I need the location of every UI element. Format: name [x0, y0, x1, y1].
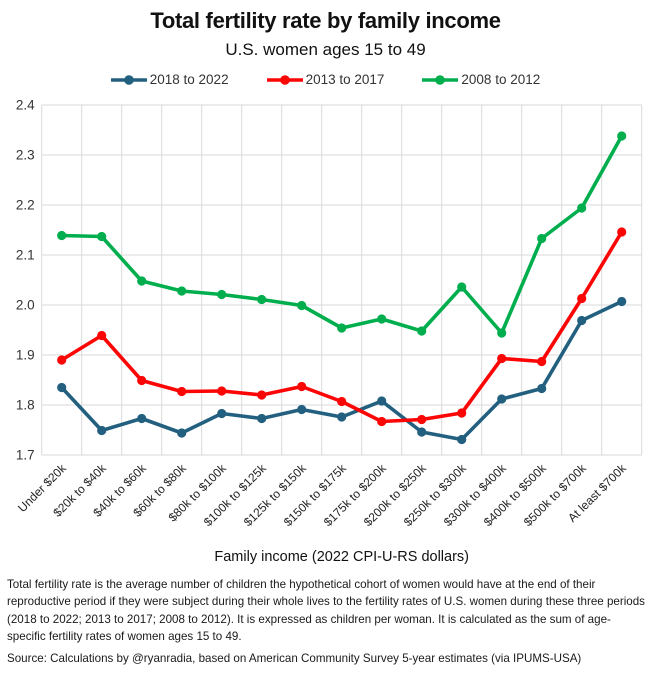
- legend-label: 2018 to 2022: [149, 72, 229, 87]
- data-point-2018-to-2022: [177, 428, 187, 438]
- data-point-2018-to-2022: [257, 413, 267, 424]
- data-point-2013-to-2017: [337, 396, 347, 407]
- legend-item-2008-to-2012: 2008 to 2012: [422, 72, 540, 87]
- data-point-2013-to-2017: [457, 408, 467, 418]
- data-point-2013-to-2017: [97, 330, 107, 341]
- data-point-2013-to-2017: [377, 416, 387, 427]
- legend-marker-icon: [110, 74, 147, 85]
- data-point-2018-to-2022: [337, 412, 347, 422]
- data-point-2013-to-2017: [257, 390, 267, 400]
- data-point-2008-to-2012: [217, 289, 227, 300]
- data-point-2013-to-2017: [177, 386, 187, 397]
- gridlines: [41, 104, 643, 456]
- data-point-2018-to-2022: [137, 413, 147, 424]
- y-axis-tick-labels: 2.4 2.3 2.2 2.1 2.0 1.9 1.8 1.7: [16, 98, 35, 463]
- data-point-2008-to-2012: [297, 300, 307, 311]
- legend-label: 2008 to 2012: [461, 72, 541, 87]
- data-point-2013-to-2017: [537, 356, 547, 367]
- data-point-2008-to-2012: [97, 231, 107, 242]
- legend-marker-icon: [422, 74, 459, 85]
- data-point-2008-to-2012: [137, 276, 147, 286]
- y-tick-label: 2.2: [16, 198, 35, 213]
- data-point-2018-to-2022: [57, 382, 67, 393]
- chart-title: Total fertility rate by family income: [150, 8, 501, 33]
- data-point-2018-to-2022: [297, 404, 307, 415]
- data-point-2013-to-2017: [617, 227, 627, 237]
- data-point-2008-to-2012: [457, 282, 467, 292]
- series-2013-to-2017: [57, 227, 627, 427]
- data-point-2008-to-2012: [617, 131, 627, 141]
- data-point-2018-to-2022: [577, 315, 587, 326]
- chart-subtitle: U.S. women ages 15 to 49: [225, 40, 426, 59]
- x-axis-tick-labels: Under $20k$20k to $40k$40k to $60k$60k t…: [15, 461, 629, 530]
- data-point-2013-to-2017: [297, 381, 307, 392]
- y-tick-label: 1.9: [16, 348, 35, 363]
- data-point-2018-to-2022: [217, 408, 227, 419]
- x-axis-title: Family income (2022 CPI-U-RS dollars): [214, 549, 469, 565]
- data-point-2013-to-2017: [217, 386, 227, 396]
- data-point-2018-to-2022: [537, 383, 547, 394]
- data-point-2013-to-2017: [137, 375, 147, 386]
- y-tick-label: 2.0: [16, 298, 35, 313]
- data-point-2008-to-2012: [337, 323, 347, 333]
- data-point-2018-to-2022: [457, 434, 467, 445]
- data-point-2013-to-2017: [417, 414, 427, 425]
- y-tick-label: 2.3: [16, 148, 35, 163]
- data-point-2008-to-2012: [417, 326, 427, 336]
- data-point-2008-to-2012: [257, 294, 267, 305]
- data-point-2018-to-2022: [617, 296, 627, 307]
- data-point-2008-to-2012: [177, 286, 187, 296]
- footnote-definition: Total fertility rate is the average numb…: [7, 578, 645, 644]
- data-point-2018-to-2022: [497, 394, 507, 404]
- y-tick-label: 1.8: [16, 398, 35, 413]
- data-point-2008-to-2012: [497, 328, 507, 338]
- data-point-2013-to-2017: [57, 355, 67, 365]
- data-point-2008-to-2012: [577, 203, 587, 213]
- chart-legend: 2018 to 2022 2013 to 2017 2008 to 2012: [0, 72, 651, 87]
- legend-item-2013-to-2017: 2013 to 2017: [266, 72, 385, 87]
- series-2008-to-2012: [57, 131, 627, 338]
- source-note: Source: Calculations by @ryanradia, base…: [7, 652, 582, 665]
- data-point-2018-to-2022: [417, 427, 427, 437]
- y-tick-label: 2.4: [16, 98, 35, 113]
- legend-item-2018-to-2022: 2018 to 2022: [110, 72, 229, 87]
- legend-label: 2013 to 2017: [305, 72, 385, 87]
- legend-marker-icon: [266, 74, 303, 85]
- data-point-2018-to-2022: [377, 396, 387, 406]
- data-point-2008-to-2012: [57, 230, 67, 241]
- data-point-2008-to-2012: [537, 233, 547, 244]
- data-point-2013-to-2017: [497, 353, 507, 364]
- data-point-2018-to-2022: [97, 425, 107, 436]
- y-tick-label: 2.1: [16, 248, 35, 263]
- series-2018-to-2022: [57, 296, 627, 445]
- y-tick-label: 1.7: [16, 448, 35, 463]
- data-point-2008-to-2012: [377, 314, 387, 324]
- series-line-2008-to-2012: [59, 134, 624, 335]
- data-point-2013-to-2017: [577, 293, 587, 304]
